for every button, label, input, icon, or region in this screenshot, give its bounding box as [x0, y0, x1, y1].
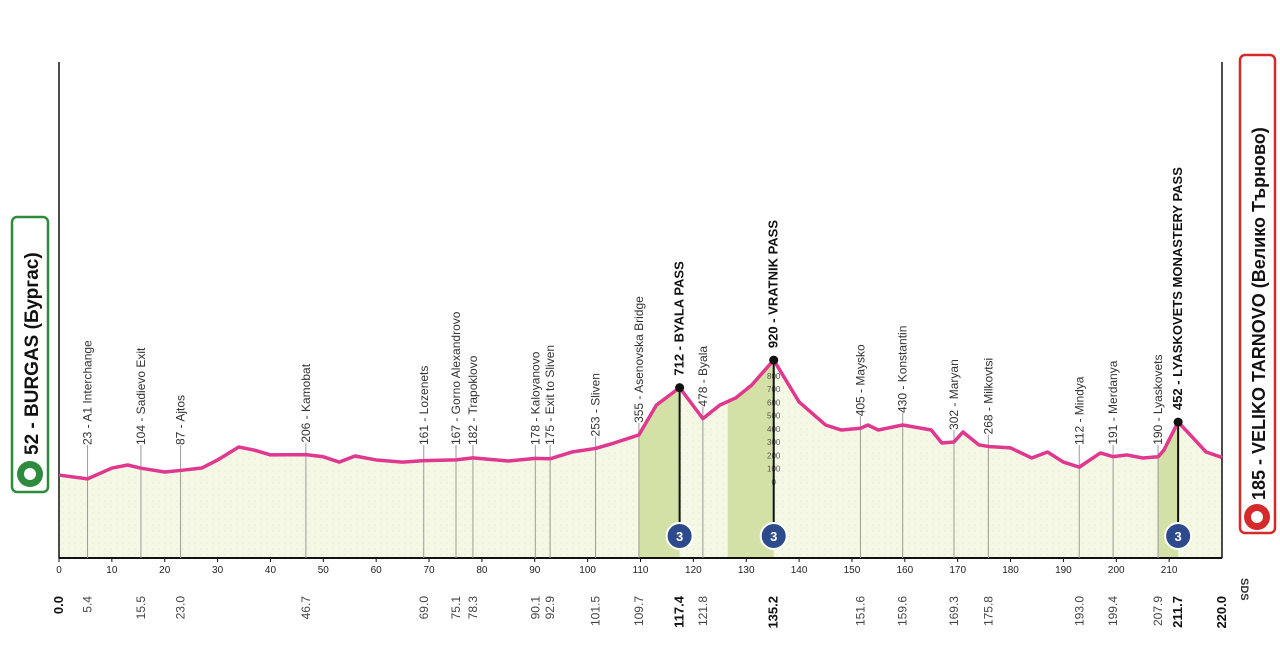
climb-label: 920 - VRATNIK PASS	[766, 220, 781, 348]
waypoint-label: 23 - A1 Interchange	[81, 340, 95, 445]
summit-dot	[1173, 417, 1183, 427]
waypoint-label: 167 - Gorno Alexandrovo	[449, 311, 463, 445]
logo: SDS	[1238, 578, 1250, 601]
profile-line	[58, 358, 1223, 481]
waypoint-label: 355 - Asenovska Bridge	[632, 296, 646, 423]
km-label: 101.5	[589, 596, 603, 626]
finish-label: 185 - VELIKO TARNOVO (Велико Търново)	[1249, 127, 1269, 500]
waypoint-label: 478 - Byala	[696, 346, 710, 407]
x-tick-label: 180	[1002, 565, 1019, 576]
start-label: 52 - BURGAS (Бургас)	[22, 252, 43, 455]
km-label: 0.0	[51, 596, 66, 614]
category-label: 3	[770, 529, 777, 544]
km-label: 23.0	[174, 596, 188, 620]
x-tick-label: 110	[633, 565, 649, 576]
waypoint-label: 206 - Kamobat	[299, 363, 313, 442]
km-label: 117.4	[672, 595, 687, 628]
km-label: 151.6	[853, 596, 867, 626]
waypoint-label: 253 - Sliven	[589, 373, 603, 436]
x-tick-label: 150	[844, 565, 861, 576]
x-tick-label: 190	[1055, 565, 1072, 576]
km-label: 135.2	[766, 596, 781, 629]
x-tick-label: 90	[529, 565, 541, 576]
x-tick-label: 50	[318, 565, 330, 576]
category-badge	[759, 522, 788, 550]
waypoint-label: 405 - Maysko	[853, 344, 867, 416]
category-badge	[1164, 522, 1193, 550]
waypoint-label: 182 - Trapoklovo	[466, 355, 480, 445]
x-tick-label: 40	[265, 565, 277, 576]
km-label: 5.4	[81, 596, 95, 613]
x-tick-label: 100	[579, 565, 596, 576]
waypoint-label: 161 - Lozenets	[417, 366, 431, 445]
waypoint-label: 112 - Mindya	[1072, 376, 1086, 445]
x-tick-label: 70	[423, 565, 435, 576]
waypoint-label: 178 - Kaloyanovo	[528, 351, 542, 445]
km-label: 199.4	[1106, 596, 1120, 626]
km-label: 121.8	[696, 596, 710, 626]
x-tick-label: 130	[738, 565, 755, 576]
km-label: 109.7	[632, 596, 646, 626]
km-label: 69.0	[417, 596, 431, 620]
climb-area	[727, 360, 774, 558]
climb-area	[638, 387, 680, 558]
category-label: 3	[1175, 529, 1182, 544]
start-icon-inner	[24, 468, 36, 480]
waypoint-label: 175 - Exit to Sliven	[543, 345, 557, 445]
category-badge	[665, 522, 694, 550]
x-tick-label: 60	[371, 565, 383, 576]
waypoint-label: 268 - Milkovtsi	[981, 358, 995, 435]
summit-dot	[769, 355, 779, 365]
km-label: 92.9	[543, 596, 557, 620]
finish-box	[1238, 53, 1277, 535]
climb-label: 712 - BYALA PASS	[672, 261, 687, 376]
x-tick-label: 160	[896, 565, 913, 576]
km-label: 175.8	[981, 596, 995, 626]
waypoint-label: 87 - Ajtos	[174, 395, 188, 445]
km-label: 211.7	[1170, 596, 1185, 628]
km-label: 90.1	[528, 596, 542, 620]
x-tick-label: 30	[212, 565, 224, 576]
km-label: 207.9	[1151, 596, 1165, 626]
climb-label: 452 - LYASKOVETS MONASTERY PASS	[1170, 167, 1185, 410]
waypoint-label: 191 - Merdanya	[1106, 360, 1120, 444]
km-label: 75.1	[449, 596, 463, 620]
km-label: 220.0	[1214, 596, 1229, 629]
x-tick-label: 10	[106, 565, 118, 576]
x-tick-label: 0	[56, 565, 62, 576]
waypoint-label: 104 - Sadievo Exit	[134, 347, 148, 445]
x-tick-label: 80	[476, 565, 488, 576]
finish-icon-inner	[1251, 511, 1263, 523]
category-label: 3	[676, 529, 683, 544]
x-tick-label: 120	[685, 565, 702, 576]
km-label: 159.6	[896, 596, 910, 626]
km-label: 193.0	[1072, 596, 1086, 626]
summit-dot	[675, 383, 685, 393]
x-tick-label: 200	[1108, 565, 1125, 576]
x-tick-label: 170	[949, 565, 966, 576]
x-tick-label: 140	[791, 565, 808, 576]
waypoint-label: 302 - Maryan	[947, 359, 961, 430]
start-box	[10, 215, 50, 494]
waypoint-label: 190 - Lyaskovets	[1151, 355, 1165, 445]
km-label: 15.5	[134, 596, 148, 620]
x-tick-label: 20	[159, 565, 171, 576]
km-label: 46.7	[299, 596, 313, 620]
km-label: 78.3	[466, 596, 480, 620]
x-tick-label: 210	[1161, 565, 1178, 576]
waypoint-label: 430 - Konstantin	[896, 326, 910, 413]
km-label: 169.3	[947, 596, 961, 626]
